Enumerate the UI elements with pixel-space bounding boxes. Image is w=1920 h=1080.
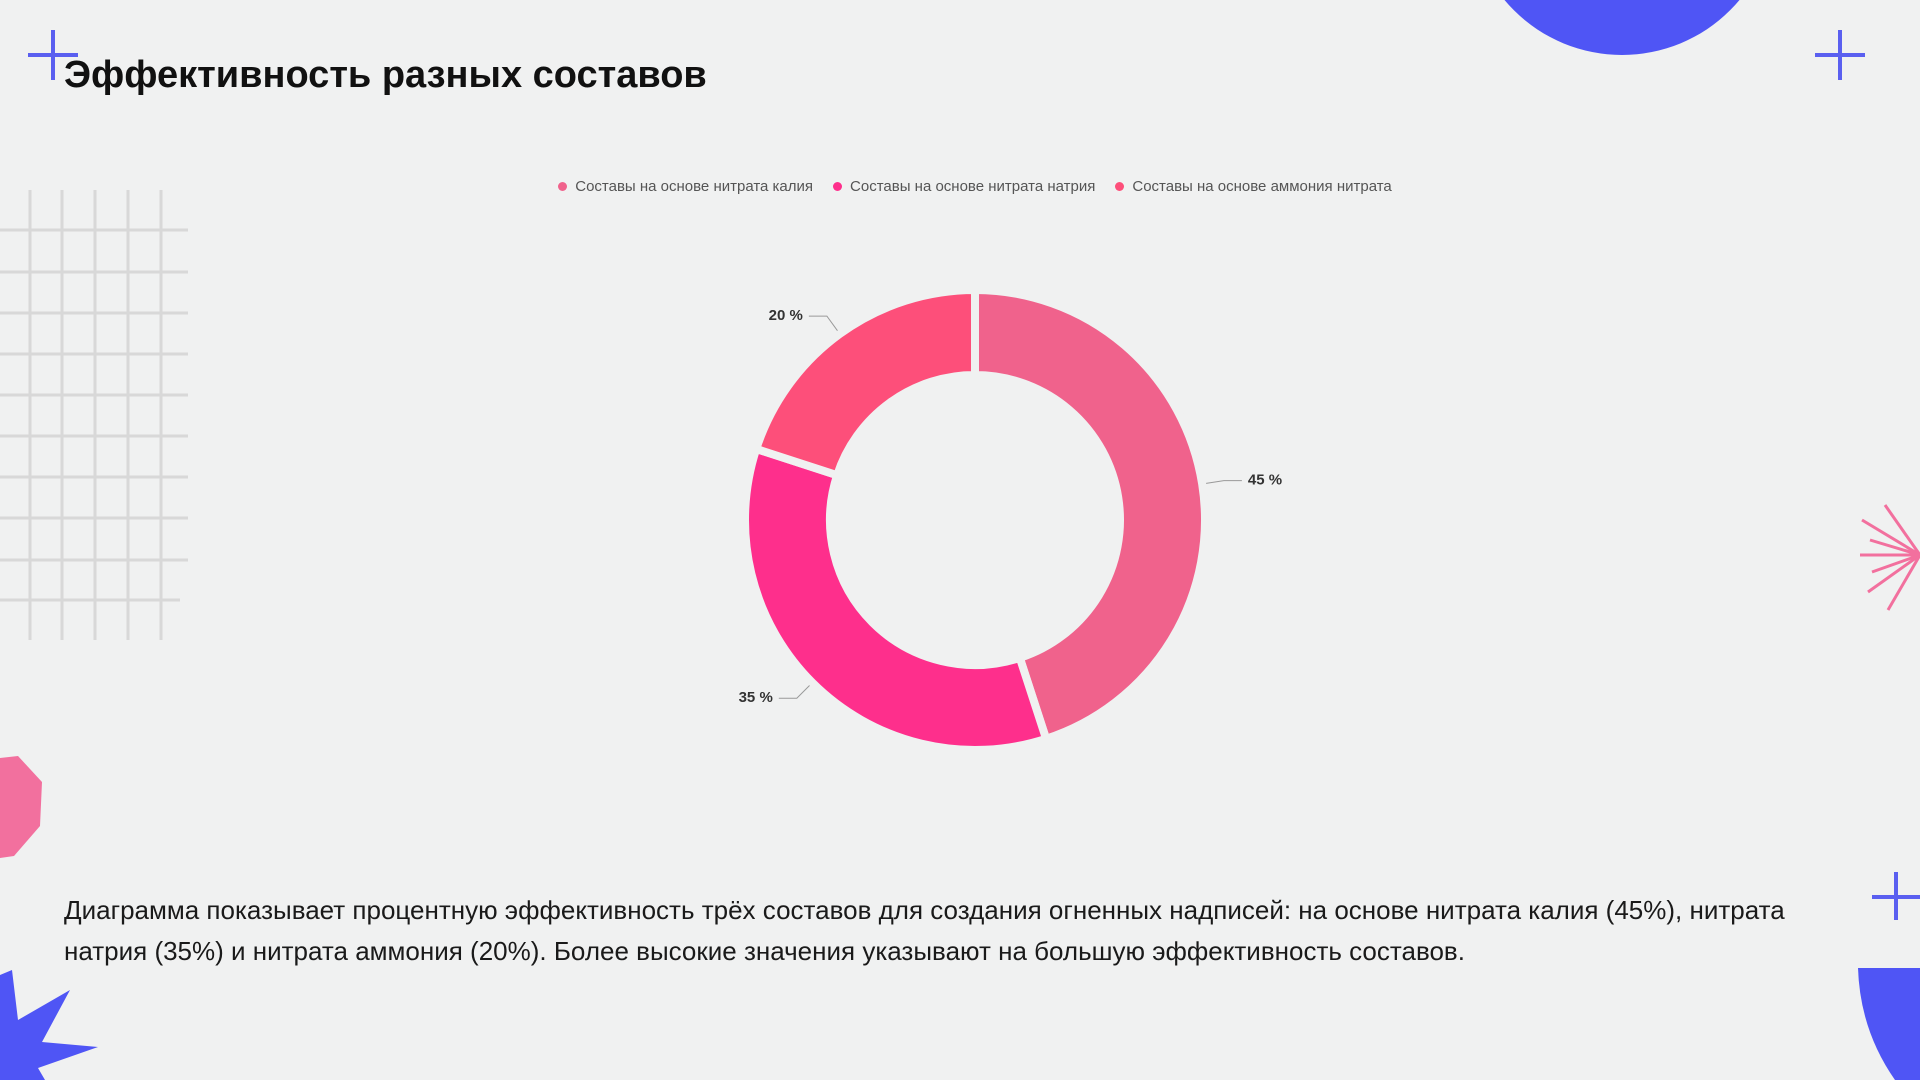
data-label: 20 %	[769, 307, 803, 324]
leader-line	[1206, 480, 1242, 484]
legend-item: Составы на основе нитрата калия	[558, 178, 813, 195]
deco-plus	[28, 30, 1920, 920]
data-label: 35 %	[739, 689, 773, 706]
legend: Составы на основе нитрата калия Составы н…	[0, 178, 1920, 195]
donut-segment	[751, 285, 979, 481]
legend-item: Составы на основе нитрата натрия	[833, 178, 1095, 195]
leader-line	[808, 315, 838, 331]
data-label: 45 %	[1248, 472, 1282, 489]
legend-swatch	[833, 182, 843, 191]
deco-star	[0, 970, 98, 1080]
deco-hexagon	[0, 756, 42, 858]
legend-label: Составы на основе аммония нитрата	[1132, 178, 1392, 195]
deco-burst	[1860, 504, 1920, 611]
legend-label: Составы на основе нитрата натрия	[850, 178, 1096, 195]
legend-item: Составы на основе аммония нитрата	[1115, 178, 1392, 195]
leader-line	[778, 685, 810, 699]
deco-circle	[1504, 0, 1740, 55]
deco-grid	[0, 190, 188, 640]
description: Диаграмма показывает процентную эффектив…	[64, 895, 1785, 966]
legend-swatch	[558, 182, 568, 191]
donut-segment	[741, 443, 1052, 754]
deco-shape	[1858, 968, 1920, 1080]
slide-title: Эффективность разных составов	[64, 54, 707, 96]
legend-label: Составы на основе нитрата калия	[575, 178, 814, 195]
donut-segment	[971, 285, 1209, 744]
legend-swatch	[1115, 182, 1125, 191]
